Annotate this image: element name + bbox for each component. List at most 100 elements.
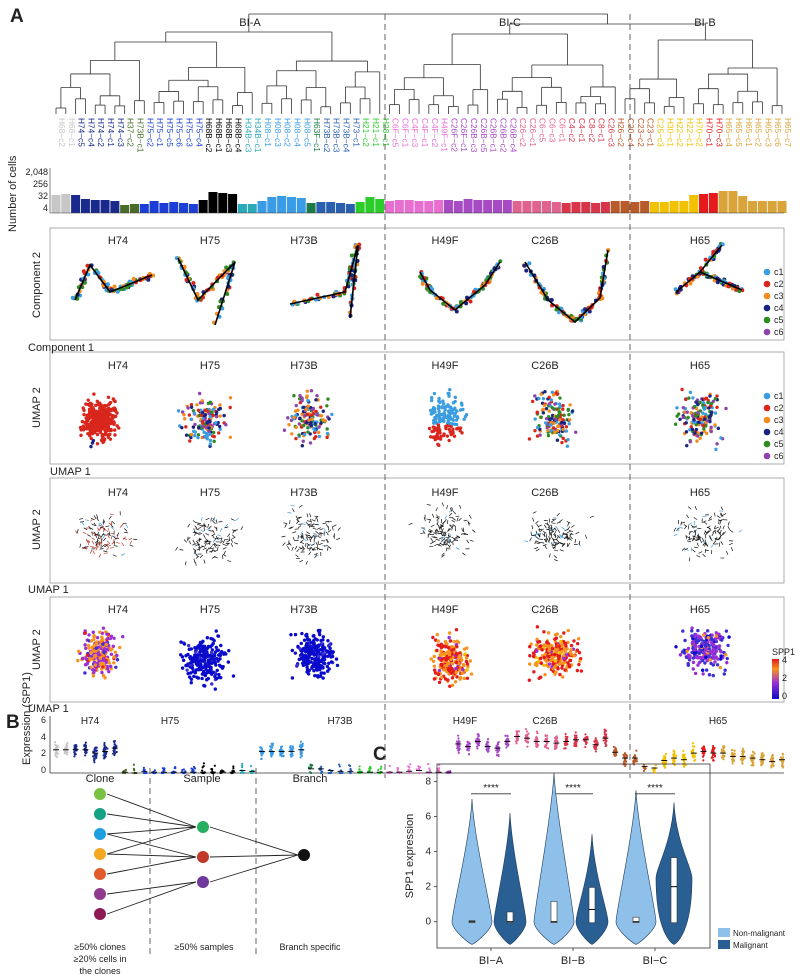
- velocity-arrow: [565, 533, 568, 538]
- umap-point: [445, 434, 450, 438]
- velocity-arrow: [585, 534, 588, 539]
- umap-point: [309, 423, 314, 428]
- spp1-point: [325, 649, 330, 654]
- umap-point: [675, 414, 679, 418]
- spp1-point: [447, 652, 452, 657]
- leaf-label: C26B−c3: [469, 118, 479, 153]
- umap-point: [89, 403, 94, 407]
- spp1-point: [681, 629, 685, 633]
- spp1-point: [465, 676, 470, 680]
- expr-point: [457, 749, 460, 752]
- umap-point: [97, 402, 102, 406]
- umap-point: [700, 415, 704, 419]
- velocity-arrow: [308, 551, 312, 556]
- umap-point: [90, 441, 95, 445]
- legend-swatch: [763, 328, 771, 336]
- spp1-point: [566, 661, 570, 665]
- velocity-arrow: [529, 537, 532, 542]
- spp1-point: [690, 650, 694, 655]
- umap-point: [300, 444, 305, 448]
- legend-label: c2: [774, 279, 784, 289]
- velocity-arrow: [327, 521, 332, 523]
- umap-point: [217, 431, 221, 435]
- umap-point: [205, 437, 209, 441]
- velocity-arrow: [702, 553, 706, 558]
- spp1-point: [704, 642, 708, 646]
- velocity-arrow: [295, 515, 299, 520]
- legend-swatch: [763, 416, 771, 424]
- spp1-point: [114, 665, 118, 669]
- spp1-point: [327, 661, 331, 665]
- spp1-point: [305, 632, 309, 637]
- leaf-label: H73B−c4: [342, 118, 352, 153]
- velocity-arrow: [203, 559, 206, 564]
- umap-point: [310, 408, 314, 412]
- umap-point: [561, 436, 565, 441]
- trajectory-point: [191, 280, 196, 285]
- spp1-point: [89, 639, 94, 643]
- velocity-arrow: [188, 540, 192, 545]
- spp1-point: [553, 652, 557, 657]
- spp1-point: [317, 643, 321, 648]
- umap-point: [208, 415, 212, 419]
- velocity-arrow: [433, 532, 438, 535]
- velocity-arrow: [310, 547, 314, 551]
- legend-swatch: [763, 316, 771, 324]
- umap-point: [450, 407, 454, 411]
- spp1-point: [319, 671, 324, 675]
- umap-point: [112, 398, 116, 403]
- spp1-point: [528, 645, 532, 649]
- umap-point: [313, 421, 317, 426]
- spp1-point: [429, 657, 433, 661]
- umap-point: [675, 406, 679, 410]
- velocity-arrow: [563, 536, 568, 539]
- expr-point: [544, 744, 547, 748]
- spp1-point: [577, 650, 582, 655]
- velocity-arrow: [212, 517, 216, 522]
- umap-point: [564, 425, 569, 429]
- spp1-point: [468, 659, 472, 663]
- expr-point: [270, 754, 273, 757]
- umap-point: [707, 415, 712, 420]
- expr-point: [65, 744, 69, 747]
- expr-point: [260, 749, 264, 752]
- velocity-arrow: [435, 532, 440, 534]
- umap-point: [282, 428, 287, 432]
- umap-point: [441, 419, 446, 423]
- spp1-point: [718, 657, 723, 661]
- spp1-point: [557, 656, 561, 661]
- velocity-arrow: [89, 545, 94, 549]
- velocity-arrow: [553, 527, 558, 532]
- leaf-label: H28−c1: [381, 118, 391, 147]
- velocity-arrow: [102, 519, 105, 524]
- velocity-arrow: [192, 520, 197, 524]
- expr-point: [506, 735, 509, 738]
- cell-count-bar: [345, 204, 355, 213]
- spp1-point: [211, 641, 215, 646]
- expr-point: [457, 734, 460, 737]
- velocity-arrow: [102, 534, 107, 536]
- spp1-point: [90, 645, 94, 650]
- umap-point: [694, 400, 698, 404]
- expr-point: [83, 747, 87, 750]
- spp1-point: [321, 661, 326, 665]
- umap-point: [448, 421, 452, 426]
- legend-label: c5: [774, 315, 784, 325]
- legend-label: c1: [774, 267, 784, 277]
- expr-sample-title: H74: [81, 716, 100, 727]
- umap-point: [186, 406, 190, 410]
- umap-point: [560, 440, 564, 445]
- spp1-point: [695, 640, 699, 645]
- umap-point: [695, 439, 699, 443]
- spp1-point: [693, 645, 698, 649]
- expr-point: [517, 730, 521, 733]
- umap-point: [429, 398, 434, 403]
- expr-point: [468, 746, 471, 749]
- velocity-arrow: [81, 521, 85, 526]
- umap-point: [462, 417, 466, 422]
- umap-point: [290, 432, 294, 436]
- spp1-point: [325, 664, 330, 669]
- velocity-arrow: [555, 525, 559, 530]
- expr-point: [299, 743, 302, 746]
- spp1-point: [550, 646, 555, 651]
